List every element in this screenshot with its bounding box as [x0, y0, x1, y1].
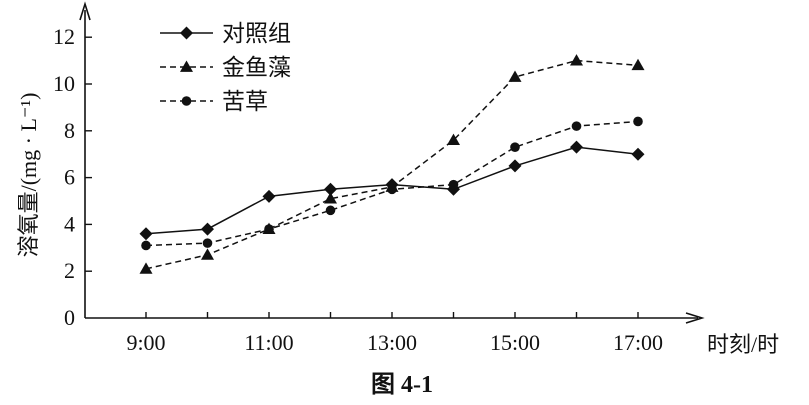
y-tick-label: 2 — [64, 258, 75, 283]
y-tick-label: 0 — [64, 305, 75, 330]
data-point — [631, 58, 645, 71]
data-point — [571, 121, 582, 131]
legend-label: 对照组 — [222, 21, 291, 46]
figure-caption: 图 4-1 — [371, 371, 433, 398]
data-point — [324, 182, 337, 196]
legend-marker — [181, 96, 192, 106]
legend-label: 苦草 — [222, 89, 268, 114]
data-point — [325, 205, 336, 216]
data-point — [508, 70, 522, 82]
data-point — [448, 179, 459, 190]
data-point — [510, 142, 520, 152]
data-point — [139, 262, 153, 274]
x-tick-label: 11:00 — [244, 330, 293, 355]
y-tick-label: 6 — [64, 165, 75, 190]
axes: 0 2 4 6 8 10 12 9:00 11:00 13:00 15:00 17:00 — [53, 1, 705, 355]
data-point — [447, 133, 460, 146]
data-point — [139, 227, 153, 241]
y-tick-label: 10 — [53, 71, 75, 96]
legend-marker — [180, 26, 193, 40]
series-layer — [139, 54, 645, 274]
data-point — [201, 248, 214, 260]
y-tick-label: 12 — [53, 24, 75, 49]
x-axis-arrow — [685, 312, 705, 324]
data-point — [141, 240, 151, 251]
data-point — [324, 192, 337, 204]
data-point — [262, 189, 276, 203]
data-point — [201, 222, 214, 236]
data-point — [264, 224, 274, 234]
x-tick-label: 13:00 — [367, 330, 417, 355]
data-point — [633, 116, 643, 127]
series-3 — [141, 116, 643, 251]
x-axis-label: 时刻/时 — [707, 332, 779, 357]
legend-marker — [180, 60, 193, 72]
y-tick-label: 4 — [64, 211, 75, 236]
x-tick-label: 15:00 — [490, 330, 540, 355]
series-line — [145, 59, 639, 270]
series-2 — [139, 54, 645, 274]
data-point — [570, 140, 583, 154]
x-tick-label: 17:00 — [613, 330, 663, 355]
x-tick-label: 9:00 — [126, 330, 165, 355]
data-point — [387, 184, 397, 195]
y-tick-label: 8 — [64, 118, 75, 143]
y-axis-arrow — [79, 1, 91, 21]
data-point — [570, 54, 583, 66]
data-point — [631, 147, 645, 161]
legend-label: 金鱼藻 — [222, 55, 291, 80]
y-axis-label: 溶氧量/(mg · L⁻¹) — [16, 93, 41, 258]
data-point — [202, 238, 213, 248]
data-point — [508, 159, 522, 173]
